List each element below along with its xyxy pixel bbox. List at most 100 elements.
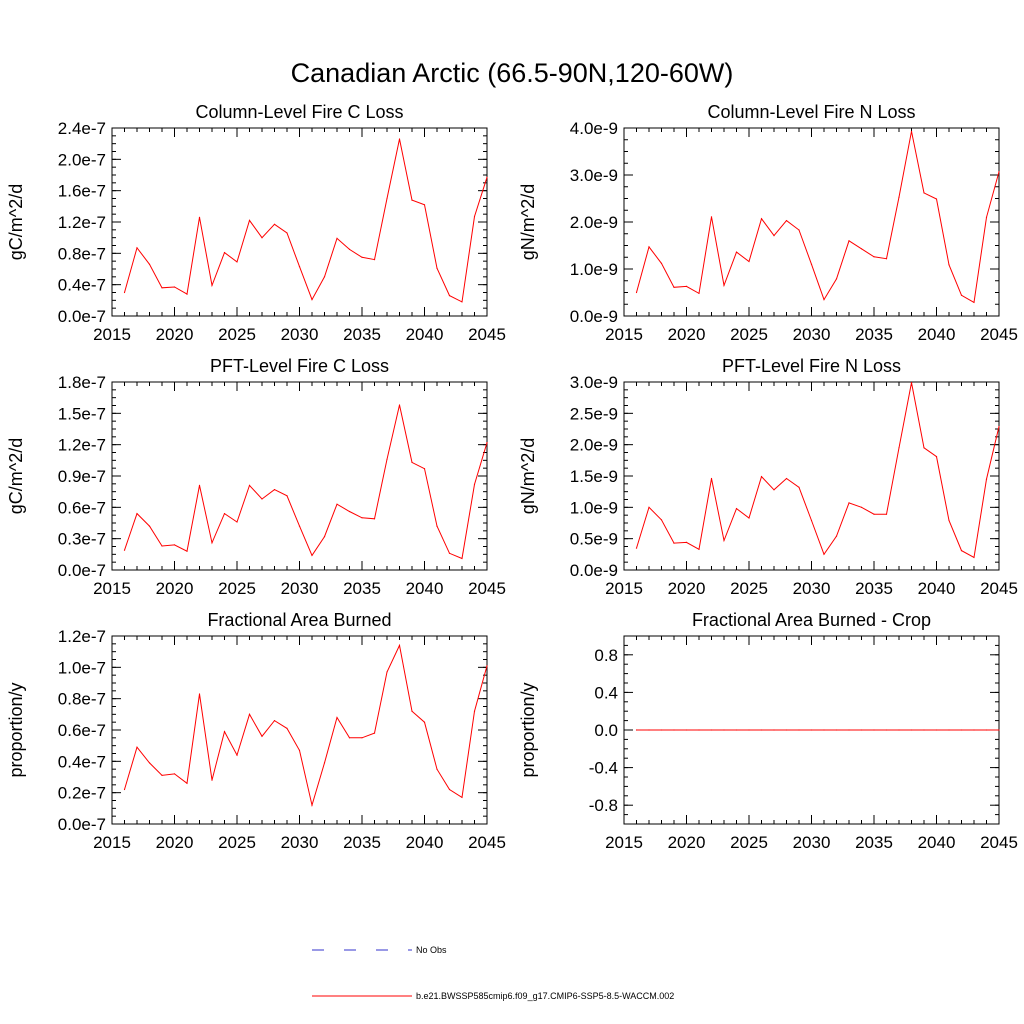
series-line (124, 404, 488, 560)
y-tick-label: 0.6e-7 (58, 721, 106, 740)
x-tick-label: 2025 (730, 833, 768, 852)
x-tick-label: 2025 (218, 325, 256, 344)
data-point (461, 796, 463, 799)
y-tick-label: 1.6e-7 (58, 182, 106, 201)
data-point (973, 729, 975, 731)
x-tick-label: 2045 (980, 833, 1018, 852)
data-point (148, 263, 151, 265)
data-point (348, 248, 351, 250)
data-point (123, 549, 126, 551)
data-point (336, 716, 338, 719)
data-point (998, 171, 1000, 173)
data-point (798, 486, 800, 488)
data-point (785, 729, 788, 731)
data-point (236, 521, 238, 523)
data-point (885, 258, 888, 260)
data-point (411, 461, 413, 463)
data-point (635, 547, 638, 549)
data-point (673, 542, 675, 544)
data-point (486, 176, 488, 178)
data-point (848, 729, 850, 731)
y-tick-label: 0.4e-7 (58, 276, 106, 295)
data-point (236, 261, 238, 263)
data-point (735, 251, 738, 253)
data-point (361, 517, 363, 519)
x-tick-label: 2045 (468, 833, 506, 852)
y-tick-label: 0.0e-7 (58, 561, 106, 580)
data-point (823, 553, 825, 555)
data-point (735, 729, 738, 731)
x-tick-label: 2035 (855, 325, 893, 344)
x-tick-label: 2030 (281, 325, 319, 344)
x-tick-label: 2030 (793, 325, 831, 344)
data-point (173, 544, 176, 546)
data-point (448, 295, 451, 297)
y-tick-label: 0.0e-7 (58, 307, 106, 326)
x-tick-label: 2040 (918, 579, 956, 598)
y-axis-label: gN/m^2/d (518, 438, 538, 514)
chart-panel: Column-Level Fire C Loss gC/m^2/d 2015 2020… (6, 102, 506, 344)
data-point (298, 749, 301, 752)
data-point (898, 729, 900, 731)
y-tick-label: 0.0e-9 (570, 307, 618, 326)
y-tick-label: 2.0e-7 (58, 150, 106, 169)
data-point (336, 503, 338, 505)
data-point (760, 218, 763, 220)
data-point (173, 773, 176, 775)
data-point (186, 293, 188, 295)
x-tick-label: 2035 (855, 579, 893, 598)
data-point (386, 197, 388, 200)
data-point (136, 513, 138, 515)
data-point (698, 292, 700, 294)
data-point (486, 665, 488, 667)
data-point (973, 301, 975, 303)
y-axis-label: gC/m^2/d (6, 184, 26, 260)
x-tick-label: 2045 (468, 579, 506, 598)
data-point (473, 215, 476, 218)
data-point (423, 468, 426, 470)
data-point (348, 737, 351, 739)
data-point (273, 489, 276, 491)
data-point (123, 788, 126, 791)
panels: Column-Level Fire C Loss gC/m^2/d 2015 2020… (6, 102, 1018, 852)
data-point (923, 192, 925, 194)
data-point (848, 240, 850, 242)
data-point (960, 294, 963, 296)
x-tick-label: 2040 (918, 833, 956, 852)
plot-frame (111, 381, 488, 571)
data-point (748, 517, 750, 519)
x-tick-label: 2040 (406, 833, 444, 852)
x-tick-label: 2035 (343, 833, 381, 852)
data-point (161, 287, 163, 289)
data-point (935, 729, 938, 731)
data-point (773, 235, 775, 237)
data-point (860, 729, 863, 731)
data-point (436, 768, 438, 770)
y-tick-label: -0.8 (589, 796, 618, 815)
data-point (298, 525, 301, 527)
data-point (211, 542, 213, 544)
data-point (798, 229, 800, 231)
plot-frame (111, 635, 488, 825)
legend-series-label: b.e21.BWSSP585cmip6.f09_g17.CMIP6-SSP5-8… (416, 991, 674, 1001)
chart-panel: Column-Level Fire N Loss gN/m^2/d 2015 2020… (518, 102, 1018, 344)
data-point (660, 262, 663, 264)
data-point (673, 729, 675, 731)
data-point (948, 519, 950, 522)
data-point (248, 713, 251, 715)
data-point (386, 671, 388, 673)
x-tick-label: 2045 (980, 325, 1018, 344)
y-tick-label: 2.0e-9 (570, 213, 618, 232)
data-point (773, 729, 775, 731)
data-point (436, 267, 438, 269)
data-point (873, 729, 875, 731)
data-point (698, 729, 700, 731)
x-tick-label: 2015 (605, 325, 643, 344)
y-tick-label: 1.2e-7 (58, 436, 106, 455)
data-point (685, 729, 688, 731)
data-point (211, 779, 213, 781)
x-tick-label: 2015 (605, 833, 643, 852)
data-point (935, 198, 938, 200)
data-point (635, 729, 638, 731)
